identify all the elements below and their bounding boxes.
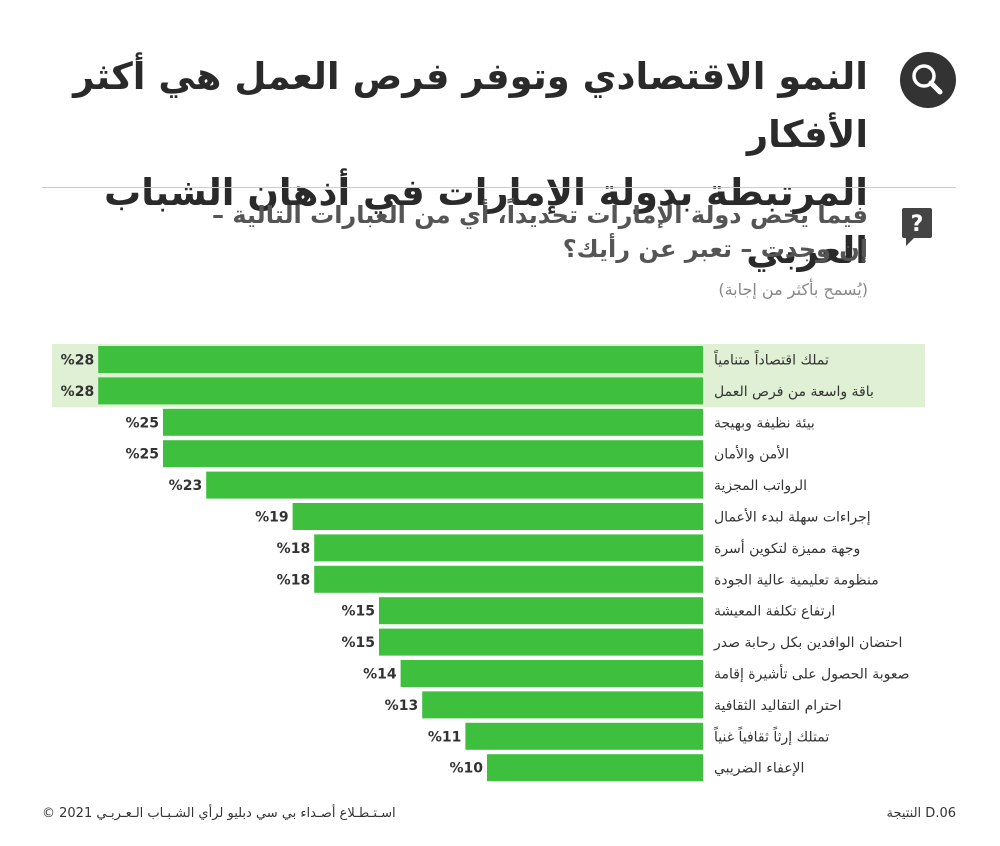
footer-result-id: النتيجة D.06	[886, 806, 956, 821]
category-label: تمتلك إرثاً ثقافياً غنياً	[713, 726, 829, 745]
category-label: وجهة مميزة لتكوين أسرة	[714, 539, 860, 557]
bar	[487, 754, 703, 782]
bar-value-label: %23	[169, 478, 203, 494]
question-speech-icon: ?	[900, 206, 934, 250]
multiple-answers-note: (يُسمح بأكثر من إجابة)	[718, 280, 868, 299]
bar-value-label: %10	[449, 761, 483, 777]
category-label: احترام التقاليد الثقافية	[714, 698, 842, 714]
bar-value-label: %15	[341, 635, 375, 651]
bar	[379, 597, 703, 625]
bar-value-label: %25	[125, 415, 159, 431]
bar-value-label: %18	[277, 541, 311, 557]
category-label: الأمن والأمان	[714, 445, 789, 463]
bar	[379, 628, 703, 656]
bar	[98, 346, 703, 373]
svg-text:?: ?	[911, 212, 924, 237]
search-icon	[900, 52, 956, 108]
bar	[292, 503, 703, 530]
bar-value-label: %19	[255, 510, 289, 526]
bar-value-label: %28	[61, 384, 95, 400]
category-label: ارتفاع تكلفة المعيشة	[714, 604, 835, 620]
question-line-2: إن وجدت – تعبر عن رأيك؟	[562, 235, 868, 263]
bar-value-label: %28	[61, 353, 95, 369]
bar-value-label: %15	[341, 604, 375, 620]
bar	[400, 660, 703, 687]
title-line-2: المرتبطة بدولة الإمارات في أذهان الشباب …	[104, 171, 868, 272]
bar	[206, 471, 703, 499]
category-label: احتضان الوافدين بكل رحابة صدر	[713, 635, 902, 651]
bar	[314, 534, 703, 562]
page-title: النمو الاقتصادي وتوفر فرص العمل هي أكثر …	[68, 48, 868, 280]
category-label: صعوبة الحصول على تأشيرة إقامة	[714, 664, 910, 683]
bar-value-label: %14	[363, 667, 397, 683]
category-label: منظومة تعليمية عالية الجودة	[714, 572, 879, 588]
footer-copyright: © اسـتـطـلاع أصـداء بي سي دبليو لرأي الش…	[42, 806, 396, 821]
bar	[163, 440, 703, 468]
category-label: إجراءات سهلة لبدء الأعمال	[714, 508, 871, 526]
bar	[422, 691, 703, 719]
divider	[42, 187, 956, 188]
category-label: باقة واسعة من فرص العمل	[714, 384, 874, 400]
bar	[465, 722, 703, 750]
category-label: الإعفاء الضريبي	[714, 761, 804, 777]
bar	[163, 408, 703, 436]
bar	[314, 565, 703, 593]
bar-value-label: %25	[125, 447, 159, 463]
survey-question: فيما يخص دولة الإمارات تحديداً، أي من ال…	[88, 198, 868, 266]
bar-value-label: %18	[277, 572, 311, 588]
category-label: بيئة نظيفة وبهيجة	[714, 415, 815, 431]
category-label: تملك اقتصاداً متنامياً	[713, 349, 829, 368]
bar-value-label: %13	[385, 698, 419, 714]
bar	[98, 377, 703, 405]
bar-chart: %28 تملك اقتصاداً متنامياً %28 باقة واسعة م…	[52, 344, 925, 782]
category-label: الرواتب المجزية	[714, 478, 807, 494]
bar-value-label: %11	[428, 729, 462, 745]
title-line-1: النمو الاقتصادي وتوفر فرص العمل هي أكثر …	[73, 55, 868, 156]
question-line-1: فيما يخص دولة الإمارات تحديداً، أي من ال…	[211, 201, 868, 229]
